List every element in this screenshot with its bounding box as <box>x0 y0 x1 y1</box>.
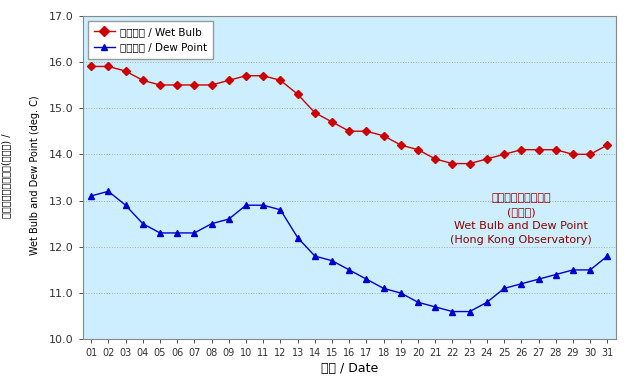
Text: Wet Bulb and Dew Point (deg. C): Wet Bulb and Dew Point (deg. C) <box>30 96 40 255</box>
Text: 濕球温度及露點温度
(天文台)
Wet Bulb and Dew Point
(Hong Kong Observatory): 濕球温度及露點温度 (天文台) Wet Bulb and Dew Point (… <box>450 193 592 245</box>
X-axis label: 日期 / Date: 日期 / Date <box>321 362 378 376</box>
Legend: 濕球温度 / Wet Bulb, 露點温度 / Dew Point: 濕球温度 / Wet Bulb, 露點温度 / Dew Point <box>88 21 213 58</box>
Text: 濕球温度及露點温度(攝氏度) /: 濕球温度及露點温度(攝氏度) / <box>1 133 11 218</box>
